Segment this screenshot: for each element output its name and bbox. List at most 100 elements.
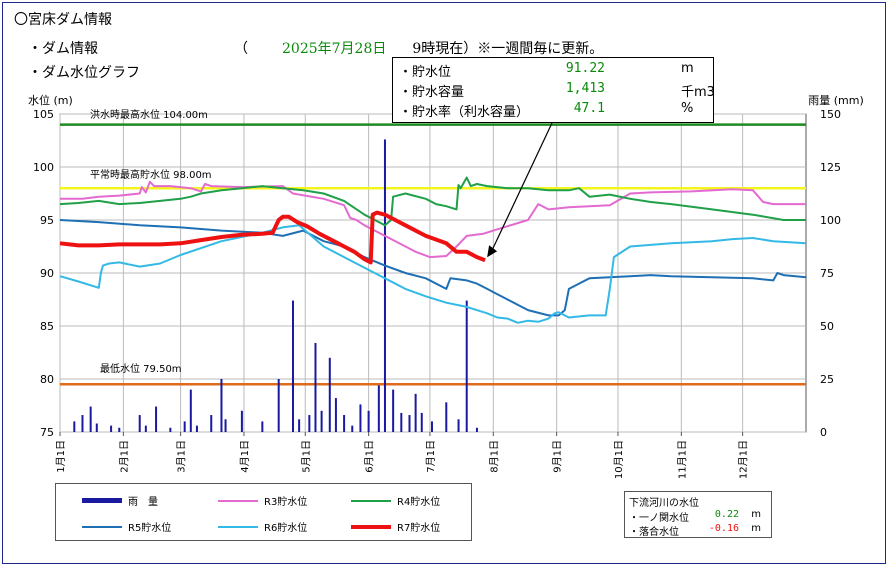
update-date: （ 2025年7月28日 9時現在）※一週間毎に更新。	[234, 38, 603, 58]
legend-item-r7: R7貯水位	[351, 519, 440, 534]
rain-bar	[240, 410, 243, 432]
series-line	[59, 176, 806, 227]
rain-bar	[169, 427, 172, 432]
info-value: 91.22	[565, 61, 605, 76]
legend-swatch	[218, 499, 258, 502]
legend-item-r5: R5貯水位	[82, 519, 171, 534]
x-tick-label: 7月1日	[425, 440, 437, 473]
river-label: ・一ノ関水位	[629, 513, 689, 524]
rain-bar	[298, 419, 301, 432]
rain-bar	[465, 300, 468, 432]
rain-bar	[261, 421, 264, 432]
reference-label: 洪水時最高水位 104.00m	[90, 108, 208, 121]
rain-bar	[89, 406, 92, 432]
legend-label: R7貯水位	[397, 523, 441, 534]
date-time: 9時現在）	[412, 41, 478, 57]
reference-label: 最低水位 79.50m	[100, 362, 182, 375]
y2-axis-label: 雨量 (mm)	[808, 94, 864, 107]
y-tick-label: 80	[40, 373, 54, 386]
y2-tick-label: 100	[820, 214, 841, 227]
rain-bar	[81, 415, 84, 432]
x-tick-label: 1月1日	[55, 440, 67, 473]
rain-bar	[291, 300, 294, 432]
rain-bar	[351, 425, 354, 432]
rain-bar	[320, 410, 323, 432]
info-row-level: ・貯水位 91.22 m	[399, 61, 709, 81]
y-axis-label: 水位 (m)	[28, 93, 73, 107]
date-open-paren: （	[234, 41, 248, 57]
river-unit: m	[751, 523, 761, 534]
info-unit: 千m3	[681, 85, 715, 100]
river-level-box: 下流河川の水位 ・一ノ関水位 0.22 m ・落合水位 -0.16 m	[624, 491, 772, 538]
y-tick-label: 105	[33, 108, 54, 121]
legend-label: R4貯水位	[397, 497, 441, 508]
info-box: ・貯水位 91.22 m ・貯水容量 1,413 千m3 ・貯水率（利水容量） …	[392, 57, 715, 123]
page-title: 〇宮床ダム情報	[14, 12, 112, 28]
river-row-ichinoseki: ・一ノ関水位 0.22 m	[629, 509, 767, 524]
rain-bar	[308, 415, 311, 432]
y-tick-label: 85	[40, 320, 54, 333]
rain-bar	[420, 412, 423, 432]
rain-bar	[95, 423, 98, 432]
rain-bar	[155, 406, 158, 432]
update-note: ※一週間毎に更新。	[477, 41, 604, 57]
rain-bar	[183, 421, 186, 432]
rain-bar	[367, 410, 370, 432]
info-label: ・貯水位	[399, 65, 452, 80]
x-tick-label: 3月1日	[176, 440, 188, 473]
rain-bar	[377, 385, 380, 432]
rain-bar	[445, 402, 448, 432]
reference-label: 平常時最高貯水位 98.00m	[90, 168, 212, 181]
rain-bar	[224, 419, 227, 432]
rain-bar	[334, 398, 337, 432]
river-value: 0.22	[714, 509, 739, 520]
info-value: 47.1	[573, 101, 605, 116]
legend-item-r4: R4貯水位	[351, 493, 440, 508]
legend-swatch	[351, 524, 391, 529]
legend-item-r6: R6貯水位	[218, 519, 307, 534]
rain-bar	[210, 415, 213, 432]
rain-bar	[343, 415, 346, 432]
rain-bar	[430, 421, 433, 432]
rain-bar	[383, 139, 386, 432]
x-tick-label: 8月1日	[488, 440, 500, 473]
rain-bar	[475, 427, 478, 432]
x-tick-label: 9月1日	[552, 440, 564, 473]
legend-label: R5貯水位	[128, 523, 172, 534]
info-row-volume: ・貯水容量 1,413 千m3	[399, 81, 715, 101]
rain-bar	[73, 421, 76, 432]
x-tick-label: 4月1日	[239, 440, 251, 473]
rain-bar	[414, 393, 417, 432]
y2-tick-label: 125	[820, 161, 841, 174]
date-value: 2025年7月28日	[282, 41, 387, 57]
rain-bar	[328, 357, 331, 432]
series-line	[59, 224, 807, 324]
rain-bar	[400, 412, 403, 432]
y2-tick-label: 25	[820, 373, 834, 386]
info-label: ・貯水容量	[399, 85, 465, 100]
info-unit: %	[681, 101, 694, 116]
rain-bar	[392, 389, 395, 432]
legend-item-rain: 雨 量	[82, 493, 158, 508]
legend-label: R3貯水位	[264, 497, 308, 508]
river-title: 下流河川の水位	[629, 498, 699, 509]
rain-bar	[195, 425, 198, 432]
y-tick-label: 75	[40, 426, 54, 439]
y2-tick-label: 0	[820, 426, 827, 439]
legend-swatch	[82, 498, 122, 503]
y2-tick-label: 150	[820, 108, 841, 121]
legend-label: R6貯水位	[264, 523, 308, 534]
section-dam-info: ・ダム情報	[28, 41, 98, 57]
y2-tick-label: 75	[820, 267, 834, 280]
river-row-ochiai: ・落合水位 -0.16 m	[629, 523, 767, 538]
y-tick-label: 100	[33, 161, 54, 174]
series-line	[60, 180, 806, 259]
legend-swatch	[218, 525, 258, 528]
info-value: 1,413	[565, 81, 605, 96]
x-tick-label: 2月1日	[118, 440, 130, 473]
rain-bar	[457, 419, 460, 432]
x-tick-label: 11月1日	[676, 440, 688, 479]
chart-legend: 雨 量 R3貯水位 R4貯水位 R5貯水位 R6貯水位 R7貯水位	[55, 483, 472, 541]
x-tick-label: 12月1日	[738, 440, 750, 479]
